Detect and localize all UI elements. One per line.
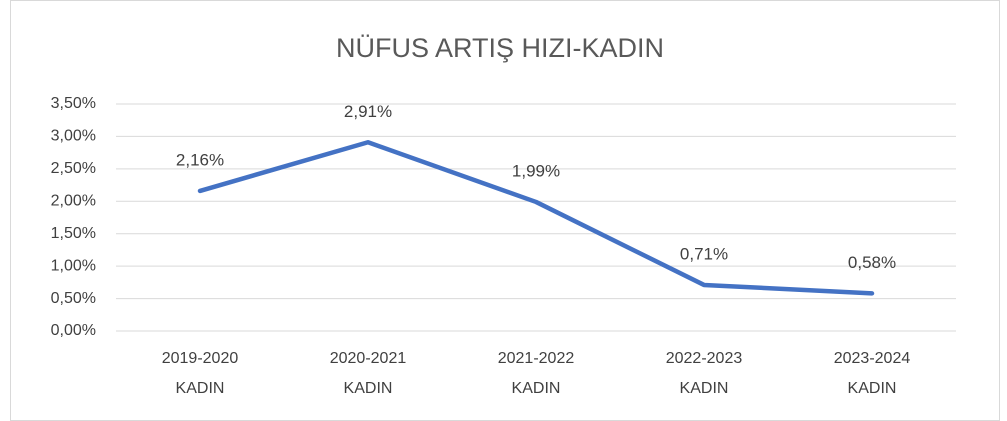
x-tick-label: 2023-2024 KADIN bbox=[834, 350, 911, 397]
x-tick-label: 2019-2020 KADIN bbox=[162, 350, 239, 397]
y-tick-label: 1,50% bbox=[51, 225, 96, 242]
data-label: 0,58% bbox=[848, 253, 896, 272]
y-tick-label: 1,00% bbox=[51, 257, 96, 274]
chart-border bbox=[10, 0, 1000, 421]
x-tick-label: 2020-2021 KADIN bbox=[330, 350, 407, 397]
y-tick-label: 2,50% bbox=[51, 160, 96, 177]
y-tick-label: 3,50% bbox=[51, 95, 96, 112]
x-tick-label: 2021-2022 KADIN bbox=[498, 350, 575, 397]
chart-title: NÜFUS ARTIŞ HIZI-KADIN bbox=[336, 33, 664, 63]
data-label: 0,71% bbox=[680, 244, 728, 263]
data-label: 2,16% bbox=[176, 150, 224, 169]
y-tick-label: 3,00% bbox=[51, 128, 96, 145]
y-tick-label: 0,50% bbox=[51, 290, 96, 307]
y-tick-label: 2,00% bbox=[51, 193, 96, 210]
y-tick-label: 0,00% bbox=[51, 322, 96, 339]
x-tick-label: 2022-2023 KADIN bbox=[666, 350, 743, 397]
data-label: 1,99% bbox=[512, 161, 560, 180]
line-series bbox=[197, 140, 875, 296]
data-label: 2,91% bbox=[344, 102, 392, 121]
